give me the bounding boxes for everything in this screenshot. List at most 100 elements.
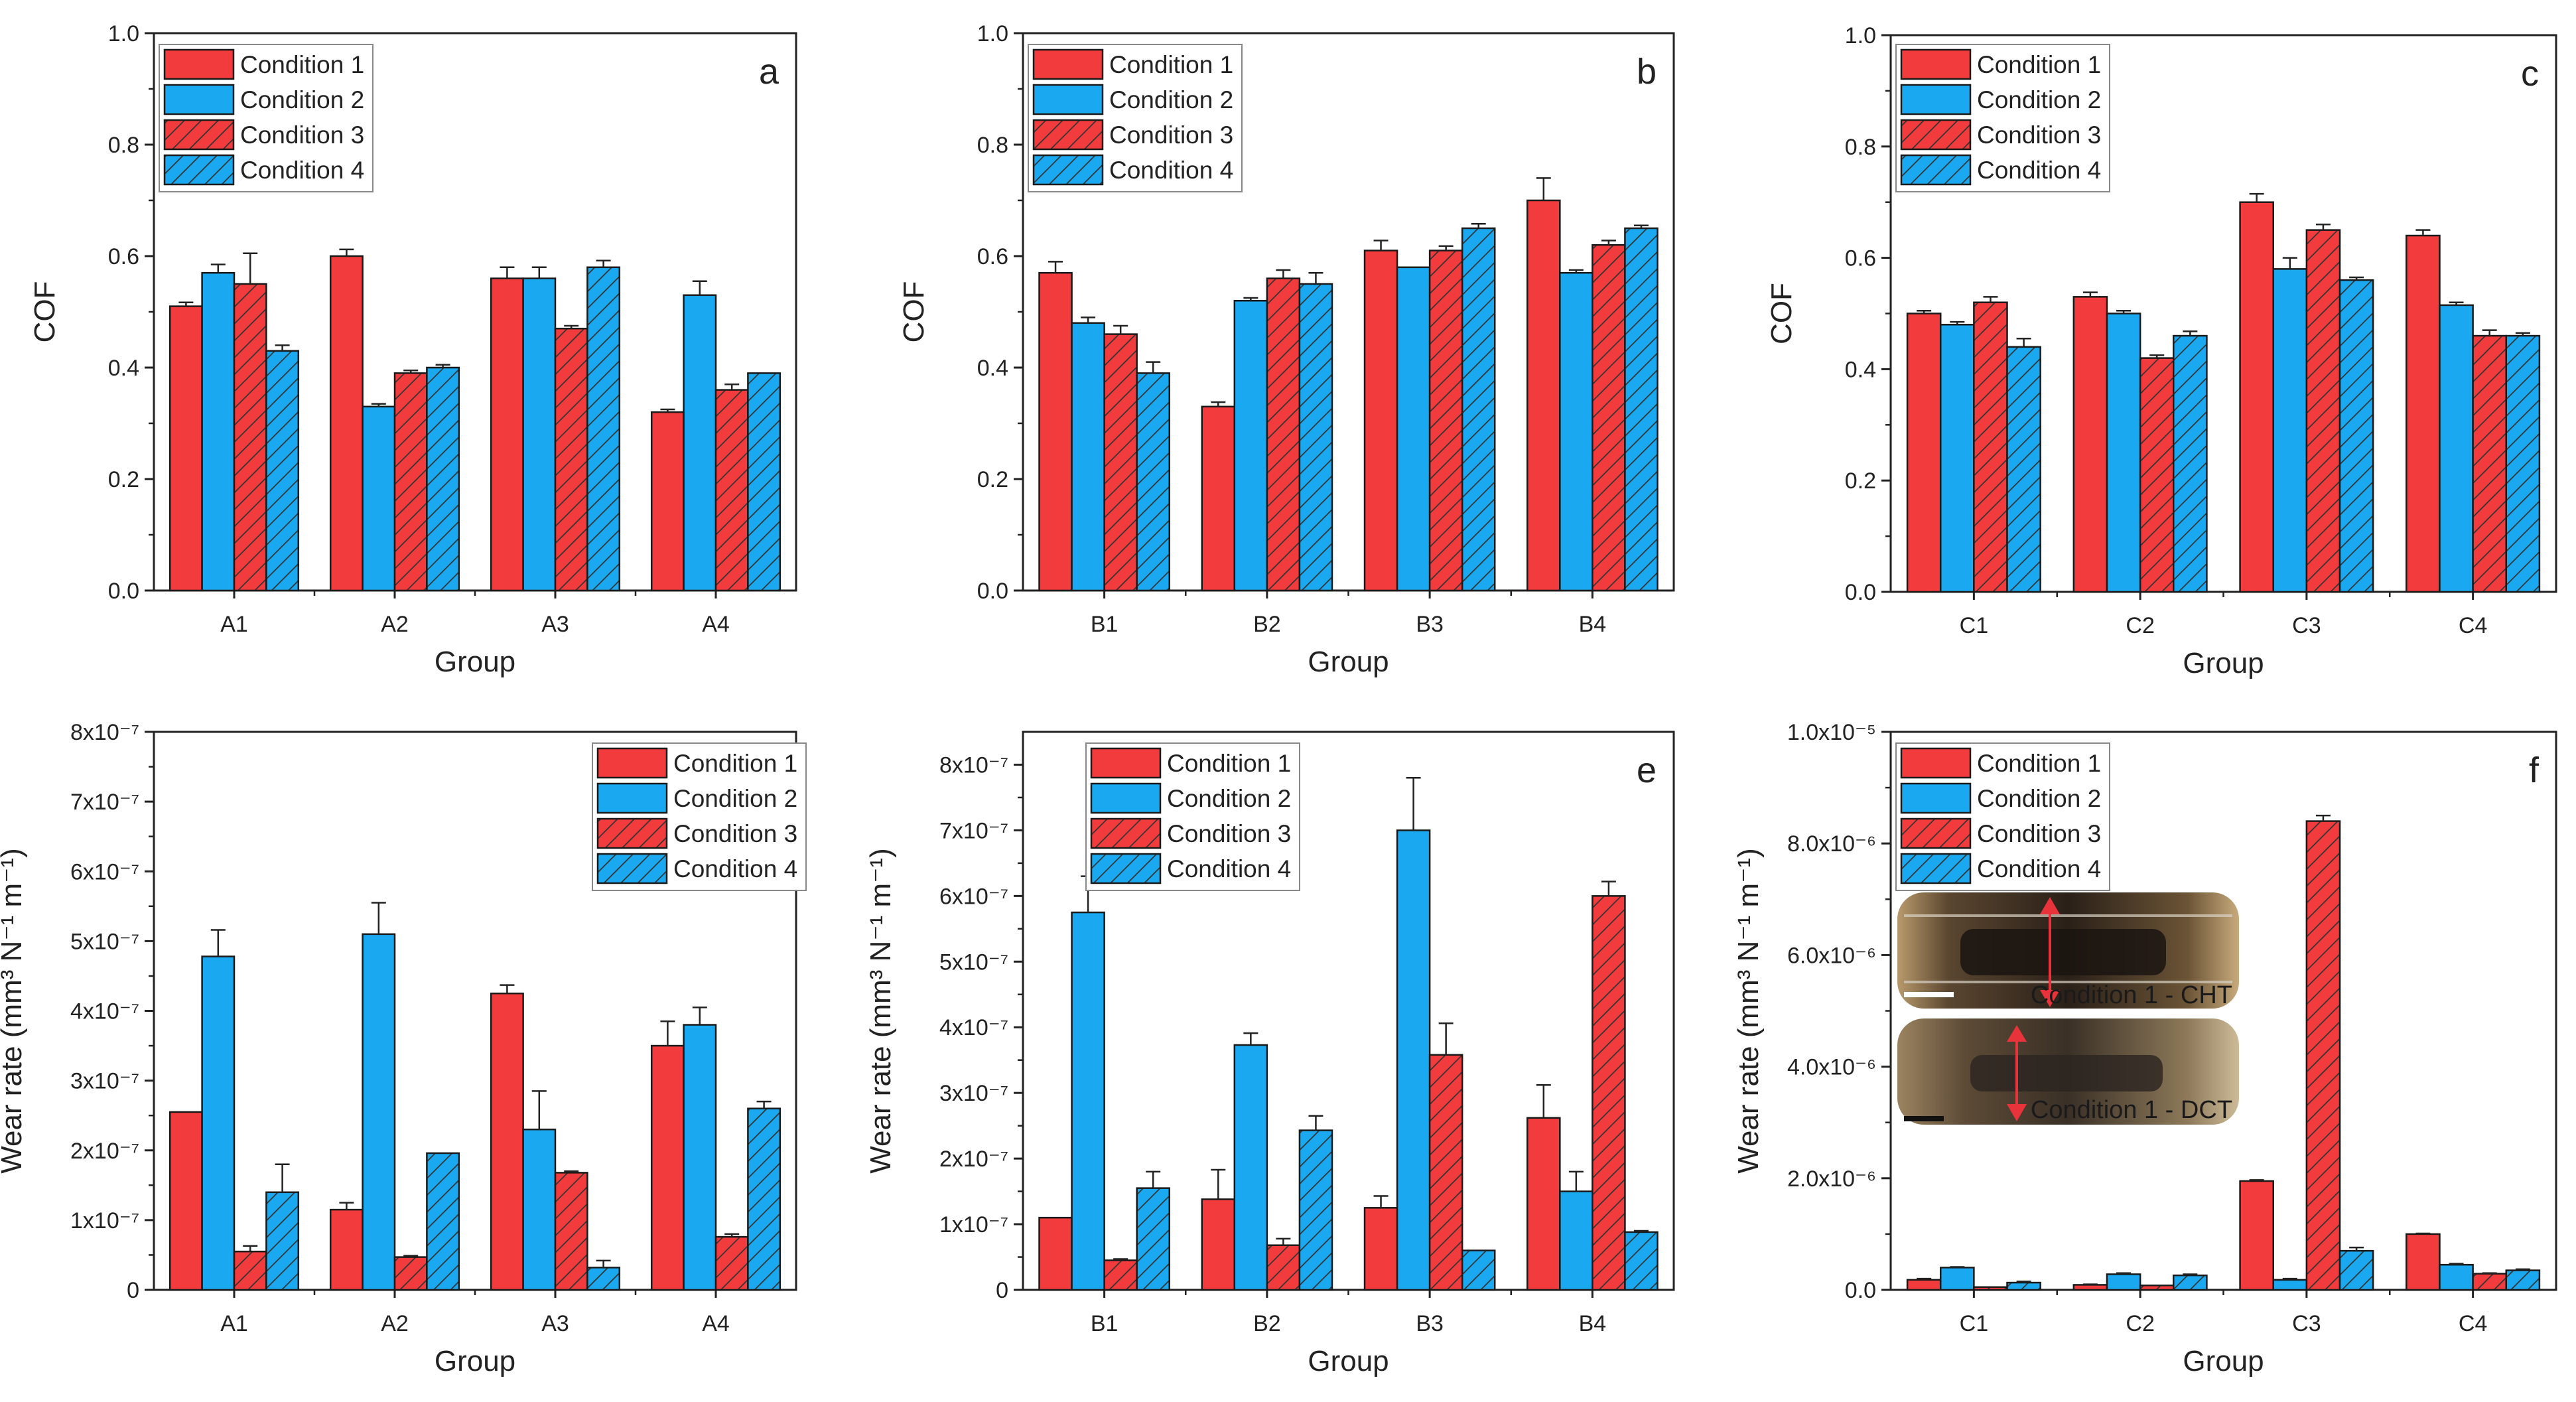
y-tick-label: 1.0 bbox=[108, 21, 139, 46]
y-tick-label: 0.8 bbox=[1845, 135, 1876, 160]
error-bar bbox=[1471, 223, 1486, 228]
scale-bar bbox=[1904, 1116, 1944, 1121]
error-bar bbox=[2183, 1273, 2198, 1276]
legend-swatch-condition-3 bbox=[596, 817, 668, 849]
bar-c3-condition-1 bbox=[2239, 1180, 2274, 1291]
legend-label: Condition 4 bbox=[1977, 157, 2101, 184]
error-bar bbox=[339, 248, 354, 256]
y-tick-label: 0.0 bbox=[1845, 1278, 1876, 1303]
error-bar bbox=[210, 263, 226, 273]
y-tick-label: 0.8 bbox=[977, 133, 1008, 158]
x-tick-label: B4 bbox=[1579, 1311, 1607, 1336]
legend-swatch-condition-2 bbox=[1090, 782, 1162, 814]
x-axis-label: Group bbox=[1308, 1345, 1389, 1377]
x-tick-label: A4 bbox=[702, 1311, 730, 1336]
bar-a2-condition-3 bbox=[393, 372, 428, 592]
y-tick-label: 6x10⁻⁷ bbox=[70, 859, 139, 884]
panel-label: a bbox=[759, 52, 780, 92]
bar-b4-condition-1 bbox=[1526, 1117, 1561, 1291]
error-bar bbox=[2282, 257, 2297, 269]
error-bar bbox=[1406, 777, 1421, 831]
error-bar bbox=[756, 1100, 772, 1109]
y-axis-label: COF bbox=[29, 281, 61, 343]
error-bar bbox=[2449, 1263, 2464, 1265]
y-tick-label: 2.0x10⁻⁶ bbox=[1787, 1166, 1876, 1192]
error-bar bbox=[692, 280, 707, 295]
legend-swatch-condition-2 bbox=[596, 782, 668, 814]
y-axis-label: COF bbox=[898, 281, 930, 343]
error-bar bbox=[1601, 880, 1616, 896]
x-tick-label: A2 bbox=[381, 612, 409, 637]
y-tick-label: 3x10⁻⁷ bbox=[70, 1069, 139, 1094]
bar-c3-condition-4 bbox=[2339, 279, 2374, 593]
error-bar bbox=[1983, 296, 1998, 303]
error-bar bbox=[1048, 261, 1063, 273]
bar-b3-condition-4 bbox=[1461, 1249, 1496, 1291]
legend-label: Condition 1 bbox=[1109, 51, 1233, 78]
bar-c3-condition-1 bbox=[2239, 201, 2274, 593]
bar-b2-condition-2 bbox=[1233, 1044, 1268, 1291]
bar-b2-condition-2 bbox=[1233, 299, 1268, 592]
error-bar bbox=[1373, 240, 1389, 251]
error-bar bbox=[2116, 310, 2132, 314]
x-tick-label: C4 bbox=[2459, 613, 2487, 638]
bar-c4-condition-4 bbox=[2505, 334, 2541, 593]
legend-label: Condition 3 bbox=[1977, 820, 2101, 847]
error-bar bbox=[243, 252, 258, 284]
y-tick-label: 4x10⁻⁷ bbox=[939, 1015, 1008, 1040]
bar-b3-condition-2 bbox=[1396, 266, 1431, 592]
x-tick-label: B2 bbox=[1253, 612, 1281, 637]
y-tick-label: 1x10⁻⁷ bbox=[939, 1212, 1008, 1237]
bar-a1-condition-3 bbox=[233, 1250, 267, 1291]
bar-b1-condition-1 bbox=[1038, 271, 1073, 592]
error-bar bbox=[178, 301, 194, 307]
panel-label: c bbox=[2521, 54, 2539, 94]
legend-label: Condition 4 bbox=[673, 855, 797, 882]
scale-bar bbox=[1904, 992, 1954, 997]
x-axis-label: Group bbox=[435, 1345, 515, 1377]
bar-c1-condition-2 bbox=[1939, 324, 1975, 593]
error-bar bbox=[2149, 354, 2165, 358]
legend-label: Condition 3 bbox=[240, 121, 364, 149]
bar-c1-condition-3 bbox=[1973, 1286, 2008, 1291]
arrow-head-up bbox=[2007, 1025, 2027, 1042]
error-bar bbox=[1211, 1168, 1226, 1200]
y-tick-label: 1.0 bbox=[1845, 23, 1876, 48]
legend-swatch-condition-2 bbox=[1900, 84, 1972, 115]
bar-b4-condition-2 bbox=[1559, 271, 1593, 592]
legend: Condition 1 Condition 2 Condition 3 Conditi… bbox=[1895, 742, 2110, 891]
y-tick-label: 0.2 bbox=[1845, 468, 1876, 494]
panel-f: 0.0 2.0x10⁻⁶ 4.0x10⁻⁶ 6.0x10⁻⁶ 8.0x10⁻⁶ 1.0x1… bbox=[1732, 720, 2557, 1377]
legend-swatch-condition-1 bbox=[1090, 747, 1162, 779]
error-bar bbox=[2249, 1179, 2264, 1182]
bar-a2-condition-2 bbox=[362, 933, 396, 1291]
error-bar bbox=[1917, 1277, 1932, 1280]
error-bar bbox=[2415, 1232, 2431, 1235]
error-bar bbox=[243, 1245, 258, 1252]
y-tick-label: 0.4 bbox=[1845, 357, 1876, 382]
panel-c: 0.0 0.2 0.4 0.6 0.8 1.0 C1 C2 C3 C4 Group COF c Condi… bbox=[1765, 23, 2557, 679]
error-bar bbox=[564, 324, 579, 329]
legend-label: Condition 1 bbox=[1167, 750, 1291, 777]
x-tick-label: C4 bbox=[2459, 1311, 2487, 1336]
bar-c3-condition-2 bbox=[2272, 268, 2308, 593]
legend-swatch-condition-1 bbox=[163, 48, 235, 80]
error-bar bbox=[2515, 1268, 2530, 1271]
y-tick-label: 6.0x10⁻⁶ bbox=[1787, 943, 1876, 968]
x-tick-label: A4 bbox=[702, 612, 730, 637]
x-tick-label: A1 bbox=[220, 612, 248, 637]
legend-label: Condition 4 bbox=[1167, 855, 1291, 882]
bar-c4-condition-3 bbox=[2472, 1273, 2508, 1291]
x-tick-label: C1 bbox=[1960, 613, 1988, 638]
y-tick-label: 0.4 bbox=[977, 356, 1008, 381]
bar-a2-condition-4 bbox=[426, 1152, 460, 1291]
x-axis-label: Group bbox=[435, 646, 515, 678]
error-bar bbox=[2482, 329, 2497, 336]
bar-a1-condition-1 bbox=[169, 1111, 203, 1291]
bar-a4-condition-1 bbox=[650, 1044, 685, 1291]
bar-c4-condition-4 bbox=[2505, 1269, 2541, 1291]
error-bar bbox=[2116, 1272, 2132, 1275]
legend-swatch-condition-4 bbox=[1090, 853, 1162, 884]
bar-c4-condition-2 bbox=[2439, 1263, 2474, 1291]
bar-c3-condition-3 bbox=[2305, 229, 2341, 593]
